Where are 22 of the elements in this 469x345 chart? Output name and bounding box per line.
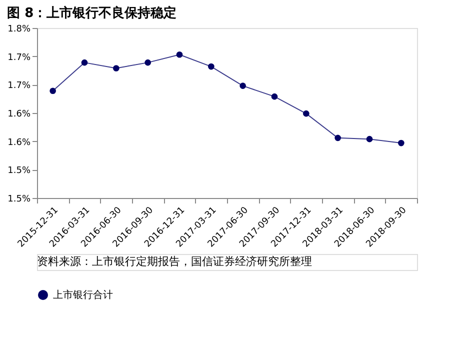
point (398, 140, 404, 146)
point (240, 82, 246, 89)
text: 资料来源：上市银行定期报告，国信证券经济研究所整理 (37, 255, 312, 268)
y-tick-label: 1.5% (8, 194, 31, 204)
point (176, 51, 183, 58)
y-tick-label: 1.6% (8, 138, 31, 148)
y-tick-label: 1.6% (8, 110, 31, 120)
point (208, 63, 214, 70)
point (81, 59, 88, 66)
y-tick-label: 1.7% (8, 52, 31, 63)
point (303, 110, 310, 117)
y-tick-label: 1.8% (8, 24, 31, 34)
chart-title: 图 8：上市银行不良保持稳定 (7, 5, 177, 21)
point (50, 88, 56, 94)
point (113, 65, 120, 72)
point (271, 93, 278, 100)
legend-label: 上市银行合计 (53, 289, 113, 301)
point (144, 59, 151, 66)
point (366, 136, 373, 142)
y-tick-label: 1.5% (8, 166, 31, 176)
y-tick-label: 1.7% (8, 81, 31, 92)
point (334, 134, 341, 142)
